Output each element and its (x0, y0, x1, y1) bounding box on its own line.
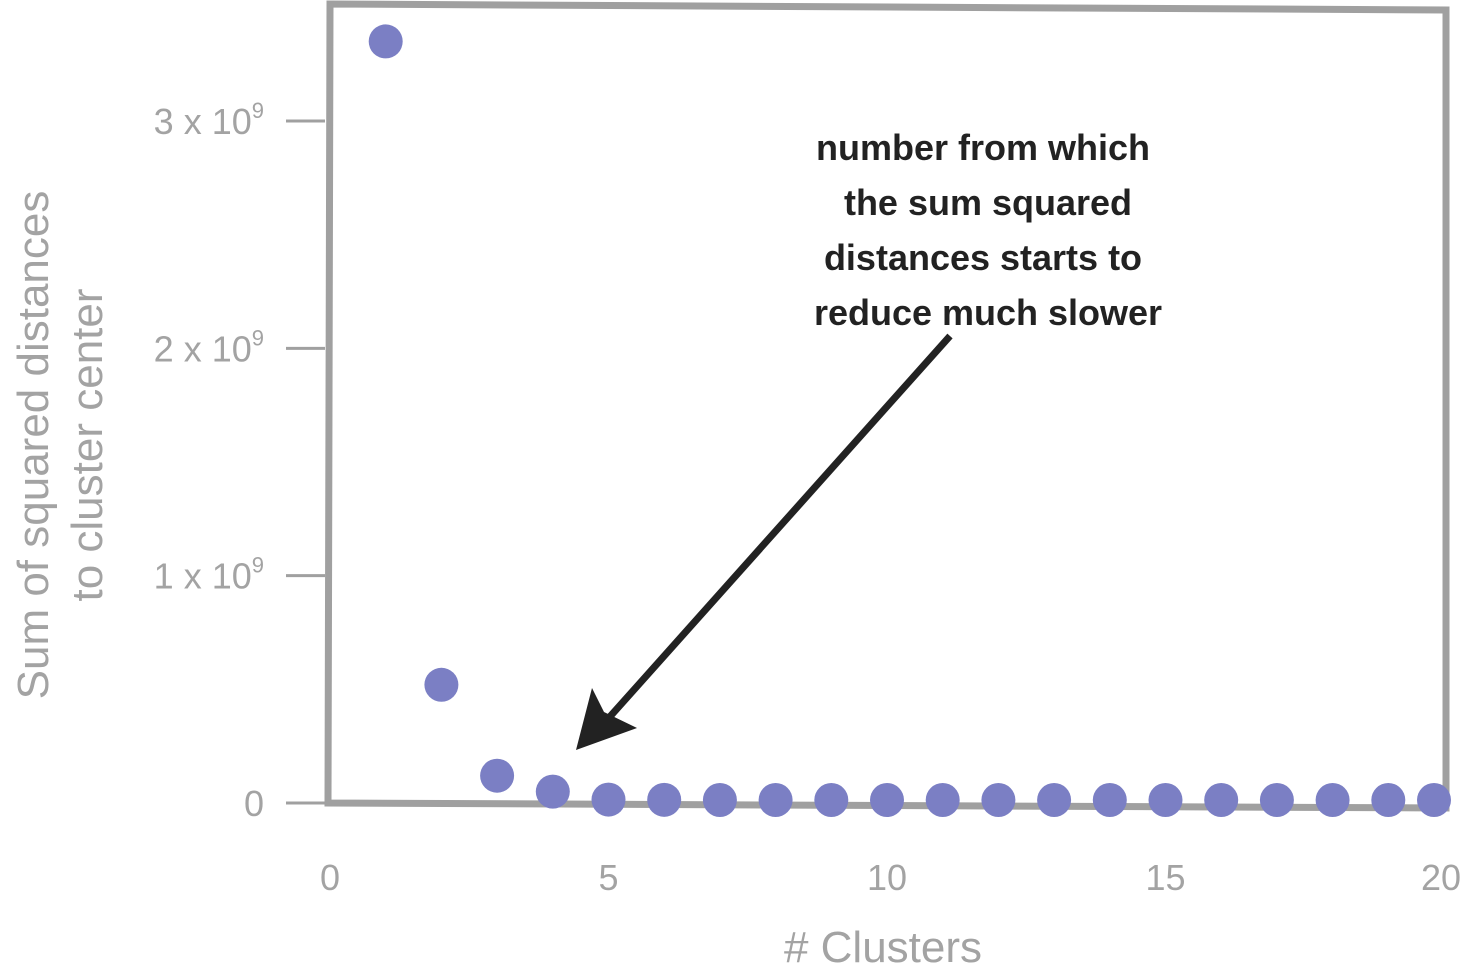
data-point (870, 783, 904, 817)
annotation-line-2: the sum squared (844, 182, 1132, 223)
y-tick-label-exponent: 9 (252, 325, 264, 350)
y-tick-label: 0 (244, 783, 264, 824)
data-point (647, 782, 682, 817)
x-tick-label: 15 (1145, 857, 1185, 898)
x-tick-label: 10 (867, 857, 907, 898)
data-point (814, 783, 849, 817)
data-point (1315, 783, 1350, 817)
y-tick-label-base: 2 x 10 (154, 328, 252, 369)
x-tick-label: 20 (1421, 857, 1461, 898)
data-point (1037, 783, 1072, 817)
annotation-arrow-shaft (595, 333, 953, 733)
data-point (535, 774, 570, 809)
data-point (702, 783, 737, 817)
x-tick-label: 0 (320, 857, 340, 898)
data-point (1204, 783, 1239, 817)
y-axis-title-line-2: to cluster center (63, 288, 112, 601)
y-tick-label: 1 x 109 (154, 553, 264, 597)
x-axis-ticks: 0 5 10 15 20 (320, 857, 1461, 898)
data-point (424, 667, 459, 702)
data-point (1417, 783, 1451, 817)
y-tick-label-base: 1 x 10 (154, 556, 252, 597)
data-point (758, 783, 793, 817)
data-points (368, 24, 1451, 817)
data-point (480, 758, 515, 793)
annotation-line-4: reduce much slower (814, 292, 1162, 333)
y-tick-label-exponent: 9 (252, 98, 264, 123)
data-point (368, 24, 403, 59)
data-point (1092, 783, 1127, 817)
y-tick-label: 3 x 109 (154, 98, 264, 142)
data-point (981, 783, 1016, 817)
y-tick-label: 2 x 109 (154, 325, 264, 369)
x-tick-label: 5 (598, 857, 618, 898)
data-point (1148, 783, 1183, 817)
annotation: number from which the sum squared distan… (576, 127, 1162, 750)
data-point (1259, 783, 1294, 817)
annotation-arrow-head (576, 688, 637, 750)
y-tick-label-base: 3 x 10 (154, 101, 252, 142)
y-axis-title: Sum of squared distances to cluster cent… (9, 191, 112, 700)
data-point (591, 782, 626, 817)
annotation-line-3: distances starts to (824, 237, 1142, 278)
data-point (1371, 783, 1406, 817)
y-tick-label-base: 0 (244, 783, 264, 824)
annotation-line-1: number from which (816, 127, 1150, 168)
y-tick-label-exponent: 9 (252, 553, 264, 578)
y-axis-title-line-1: Sum of squared distances (9, 191, 58, 700)
data-point (925, 783, 960, 817)
x-axis-title: # Clusters (784, 923, 982, 972)
